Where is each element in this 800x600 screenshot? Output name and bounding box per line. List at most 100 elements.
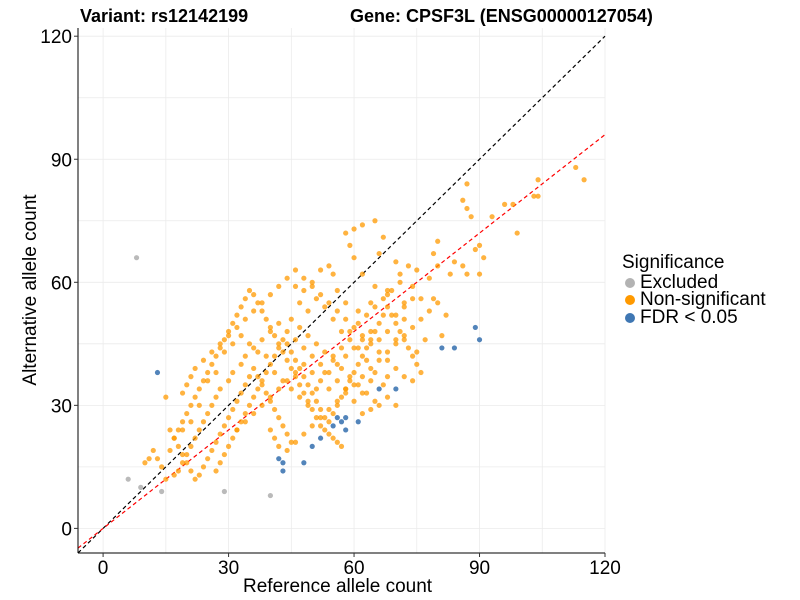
data-point-non-significant (276, 341, 282, 347)
data-point-non-significant (351, 345, 357, 351)
data-point-non-significant (334, 361, 340, 367)
data-point-non-significant (359, 222, 366, 228)
data-point-non-significant (401, 333, 407, 339)
data-point-non-significant (393, 337, 399, 343)
data-point-non-significant (317, 378, 324, 384)
data-point-fdr-0-05 (301, 460, 307, 466)
data-point-non-significant (393, 402, 399, 408)
data-point-non-significant (389, 312, 395, 318)
data-point-non-significant (267, 394, 273, 400)
legend-label-non-significant: Non-significant (640, 289, 766, 311)
data-point-non-significant (393, 259, 399, 265)
data-point-non-significant (510, 201, 516, 207)
data-point-non-significant (225, 415, 232, 421)
data-point-non-significant (363, 357, 370, 363)
data-point-non-significant (514, 230, 520, 236)
data-point-non-significant (372, 283, 378, 289)
data-point-non-significant (242, 382, 248, 388)
data-point-fdr-0-05 (330, 423, 336, 429)
data-point-non-significant (384, 394, 391, 400)
data-point-non-significant (242, 353, 248, 359)
data-point-non-significant (246, 374, 253, 380)
data-point-non-significant (418, 369, 424, 376)
data-point-non-significant (259, 308, 265, 314)
y-tick-label: 90 (51, 150, 72, 171)
data-point-non-significant (401, 316, 407, 322)
data-point-non-significant (464, 205, 470, 212)
data-point-non-significant (259, 378, 265, 384)
data-point-non-significant (276, 283, 282, 289)
data-point-non-significant (343, 390, 349, 396)
data-point-non-significant (368, 337, 374, 343)
data-point-non-significant (192, 476, 198, 482)
data-point-non-significant (322, 415, 328, 421)
data-point-non-significant (317, 267, 324, 273)
data-point-non-significant (397, 328, 403, 335)
data-point-non-significant (171, 472, 177, 478)
data-points (125, 164, 587, 499)
data-point-non-significant (200, 464, 207, 470)
data-point-non-significant (326, 263, 332, 269)
data-point-non-significant (351, 226, 357, 232)
data-point-non-significant (410, 283, 416, 289)
data-point-non-significant (376, 402, 382, 408)
data-point-non-significant (284, 357, 290, 363)
data-point-fdr-0-05 (280, 460, 286, 466)
data-point-non-significant (242, 410, 248, 417)
data-point-non-significant (376, 337, 382, 343)
data-point-non-significant (334, 287, 340, 294)
data-point-non-significant (238, 419, 244, 425)
data-point-non-significant (351, 382, 357, 388)
data-point-non-significant (355, 361, 361, 367)
data-point-non-significant (393, 320, 399, 326)
data-point-non-significant (213, 394, 219, 400)
data-point-non-significant (288, 386, 294, 392)
data-point-non-significant (196, 472, 202, 478)
data-point-non-significant (188, 468, 194, 474)
data-point-non-significant (322, 349, 328, 355)
data-point-non-significant (368, 300, 374, 306)
data-point-non-significant (351, 324, 357, 331)
y-tick-label: 60 (51, 273, 72, 294)
data-point-non-significant (393, 312, 399, 318)
data-point-non-significant (292, 439, 299, 445)
y-tick-label: 30 (51, 396, 72, 417)
data-point-non-significant (322, 369, 328, 376)
data-point-non-significant (184, 451, 190, 458)
data-point-non-significant (305, 333, 311, 339)
legend: Significance Excluded Non-significant FD… (622, 252, 766, 328)
data-point-non-significant (234, 398, 240, 404)
data-point-non-significant (205, 378, 211, 384)
data-point-non-significant (217, 341, 223, 347)
data-point-non-significant (221, 337, 227, 343)
data-point-fdr-0-05 (393, 386, 399, 392)
data-point-fdr-0-05 (343, 415, 349, 421)
data-point-non-significant (380, 382, 386, 388)
data-point-non-significant (389, 287, 395, 294)
data-point-non-significant (317, 406, 324, 413)
data-point-non-significant (225, 333, 232, 339)
data-point-non-significant (292, 337, 299, 343)
data-point-non-significant (305, 398, 311, 404)
data-point-non-significant (317, 292, 324, 298)
data-point-non-significant (284, 341, 290, 347)
data-point-non-significant (317, 361, 324, 367)
data-point-non-significant (209, 447, 215, 454)
data-point-non-significant (200, 419, 207, 425)
data-point-non-significant (305, 382, 311, 388)
data-point-fdr-0-05 (334, 415, 340, 421)
data-point-non-significant (464, 181, 470, 187)
data-point-non-significant (251, 292, 257, 298)
data-point-non-significant (401, 337, 407, 343)
data-point-fdr-0-05 (476, 337, 483, 343)
data-point-non-significant (175, 443, 181, 449)
data-point-non-significant (297, 324, 303, 331)
data-point-non-significant (255, 386, 261, 392)
data-point-non-significant (393, 365, 399, 372)
data-point-non-significant (284, 275, 290, 281)
data-point-non-significant (280, 423, 286, 429)
data-point-non-significant (213, 369, 219, 376)
data-point-excluded (125, 476, 131, 482)
y-tick-label: 120 (40, 27, 72, 48)
